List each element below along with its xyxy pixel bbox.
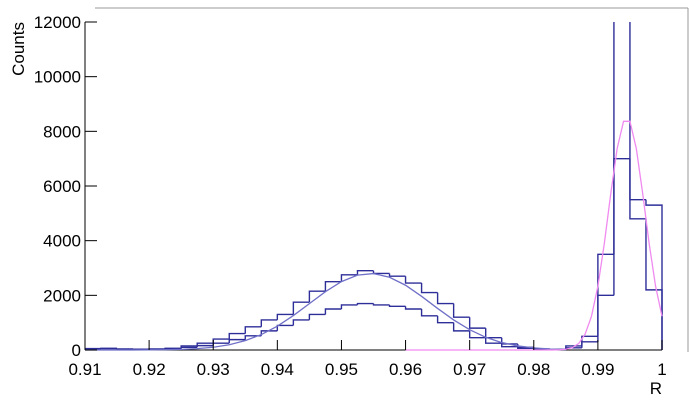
histogram-bin — [244, 326, 262, 334]
x-tick-label: 0.98 — [517, 360, 550, 379]
histogram-bin — [629, 158, 646, 220]
histogram-bin — [388, 273, 406, 277]
histogram-bin — [340, 304, 358, 309]
plot-area — [85, 22, 663, 351]
histogram-bin — [292, 319, 310, 326]
histogram-bin — [372, 303, 390, 306]
histogram-bin — [645, 199, 663, 350]
histogram-bin — [404, 306, 422, 310]
histogram-bin — [613, 22, 615, 255]
histogram-bin — [468, 330, 486, 339]
fit-curve — [405, 120, 663, 351]
histogram-bin — [356, 270, 374, 275]
histogram-bin — [420, 283, 438, 294]
histogram-bin — [244, 335, 262, 340]
y-axis-label: Counts — [9, 22, 28, 76]
histogram-bin — [404, 276, 422, 284]
histogram-bin — [276, 324, 294, 331]
y-tick-label: 6000 — [43, 177, 81, 196]
x-tick-label: 0.91 — [68, 360, 101, 379]
histogram-bin — [85, 348, 102, 350]
histogram-bin — [613, 157, 630, 296]
histogram-bin — [228, 332, 246, 340]
x-tick-label: 0.96 — [389, 360, 422, 379]
x-tick-label: 0.99 — [581, 360, 614, 379]
histogram-bin — [484, 337, 502, 344]
histogram-bin — [468, 317, 486, 329]
y-tick-label: 10000 — [34, 68, 81, 87]
histogram-bin — [196, 344, 214, 348]
histogram-bin — [645, 218, 663, 350]
histogram-bin — [436, 315, 454, 324]
histogram-bin — [629, 22, 646, 201]
x-tick-label: 0.94 — [261, 360, 294, 379]
histogram-bin — [324, 280, 342, 292]
histogram-bin — [260, 319, 278, 327]
x-tick-label: 0.97 — [453, 360, 486, 379]
histogram-bin — [517, 346, 534, 350]
x-tick-label: 0.93 — [197, 360, 230, 379]
histogram-bin — [180, 346, 198, 349]
histogram-bin — [308, 290, 326, 303]
histogram-bin — [436, 292, 454, 305]
histogram-bin — [420, 309, 438, 317]
histogram-bin — [356, 302, 374, 305]
histogram-bin — [388, 304, 406, 307]
histogram-bin — [597, 294, 614, 342]
y-tick-label: 0 — [72, 341, 81, 360]
histogram-bin — [501, 343, 518, 348]
histogram-bin — [164, 347, 182, 350]
y-tick-label: 12000 — [34, 13, 81, 32]
histogram-bin — [292, 301, 310, 315]
histogram-bin — [308, 313, 326, 320]
histogram-bin — [276, 313, 294, 320]
histogram-bin — [372, 270, 390, 275]
y-tick-label: 8000 — [43, 122, 81, 141]
x-tick-label: 1 — [657, 360, 666, 379]
histogram-bin — [116, 348, 134, 350]
x-axis-label: R — [650, 379, 662, 398]
y-tick-label: 2000 — [43, 286, 81, 305]
x-tick-label: 0.92 — [133, 360, 166, 379]
x-tick-label: 0.95 — [325, 360, 358, 379]
histogram-bin — [452, 303, 470, 318]
histogram-bin — [228, 338, 246, 344]
fit-curve — [85, 272, 566, 351]
histogram-bin — [452, 322, 470, 332]
histogram-bin — [324, 308, 342, 315]
histogram-bin — [340, 274, 358, 282]
histogram-bin — [581, 341, 598, 348]
y-tick-label: 4000 — [43, 232, 81, 251]
histogram-bin — [484, 328, 502, 339]
